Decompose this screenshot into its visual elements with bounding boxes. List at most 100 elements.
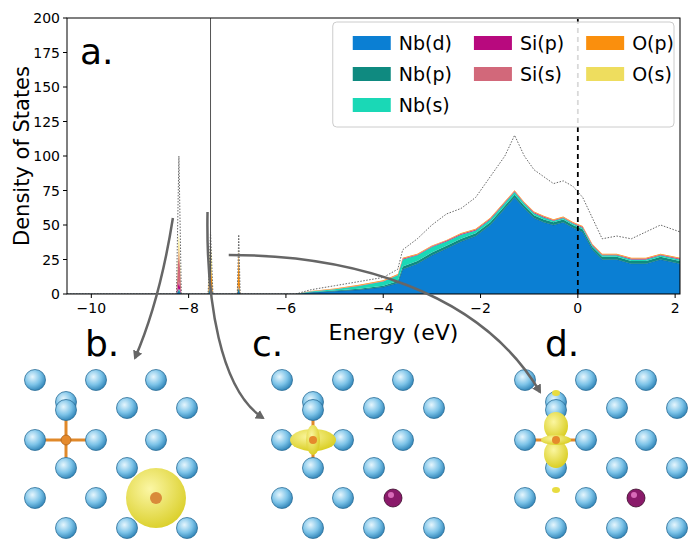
nb-atom bbox=[56, 518, 77, 539]
area-series bbox=[67, 190, 680, 294]
nb-atom bbox=[272, 488, 293, 509]
y-tick bbox=[63, 225, 67, 226]
nb-atom bbox=[667, 398, 688, 419]
nb-atom bbox=[146, 370, 167, 391]
nb-atom bbox=[303, 400, 324, 421]
nb-atom bbox=[364, 518, 385, 539]
legend-frame bbox=[333, 22, 674, 127]
nb-atom bbox=[393, 430, 414, 451]
x-tick-label: −10 bbox=[77, 300, 107, 316]
x-tick-label: 2 bbox=[671, 300, 680, 316]
nb-atom bbox=[303, 518, 324, 539]
orbital bbox=[552, 487, 560, 493]
o-atom bbox=[150, 492, 162, 504]
x-tick-label: −4 bbox=[373, 300, 394, 316]
legend: Nb(d)Nb(p)Nb(s)Si(p)Si(s)O(p)O(s) bbox=[333, 22, 674, 127]
x-tick bbox=[577, 294, 578, 298]
arrow bbox=[229, 255, 540, 392]
nb-atom bbox=[515, 488, 536, 509]
x-tick-label: −2 bbox=[470, 300, 491, 316]
total-dos-line bbox=[67, 135, 680, 294]
y-tick-label: 75 bbox=[42, 183, 60, 199]
nb-atom bbox=[177, 518, 198, 539]
orbital bbox=[541, 435, 571, 445]
y-tick-label: 175 bbox=[33, 45, 60, 61]
y-tick bbox=[63, 156, 67, 157]
y-tick bbox=[63, 259, 67, 260]
structure-panel: b. bbox=[25, 323, 198, 539]
y-tick-label: 150 bbox=[33, 79, 60, 95]
x-tick-label: 0 bbox=[573, 300, 582, 316]
area-series bbox=[67, 191, 680, 294]
arrow bbox=[135, 218, 173, 358]
y-tick-label: 50 bbox=[42, 217, 60, 233]
y-tick bbox=[63, 87, 67, 88]
nb-atom bbox=[576, 430, 597, 451]
figure: −10−8−6−4−2020255075100125150175200Energ… bbox=[0, 0, 693, 540]
nb-atom bbox=[117, 458, 138, 479]
nb-atom bbox=[607, 398, 628, 419]
legend-label: O(s) bbox=[632, 63, 672, 85]
nb-atom bbox=[333, 370, 354, 391]
x-tick-label: −6 bbox=[276, 300, 297, 316]
y-tick bbox=[63, 294, 67, 295]
panel-label: b. bbox=[85, 323, 119, 364]
legend-label: O(p) bbox=[632, 32, 674, 54]
y-tick bbox=[63, 18, 67, 19]
nb-atom bbox=[25, 430, 46, 451]
si-highlight bbox=[388, 492, 394, 498]
nb-atom bbox=[424, 458, 445, 479]
nb-atom bbox=[86, 488, 107, 509]
nb-atom bbox=[56, 400, 77, 421]
nb-atom bbox=[177, 398, 198, 419]
nb-atom bbox=[272, 430, 293, 451]
nb-atom bbox=[607, 458, 628, 479]
nb-atom bbox=[117, 398, 138, 419]
orbital bbox=[306, 425, 320, 455]
o-atom bbox=[552, 436, 560, 444]
structure-panel: c. bbox=[252, 323, 445, 539]
nb-atom bbox=[424, 398, 445, 419]
nb-atom bbox=[25, 370, 46, 391]
nb-atom bbox=[303, 458, 324, 479]
legend-swatch bbox=[353, 98, 391, 112]
nb-atom bbox=[177, 458, 198, 479]
nb-atom bbox=[667, 518, 688, 539]
y-tick bbox=[63, 121, 67, 122]
legend-label: Nb(d) bbox=[399, 32, 452, 54]
legend-swatch bbox=[474, 67, 512, 81]
nb-atom bbox=[364, 458, 385, 479]
legend-swatch bbox=[353, 36, 391, 50]
y-tick-label: 200 bbox=[33, 10, 60, 26]
nb-atom bbox=[607, 518, 628, 539]
nb-atom bbox=[272, 370, 293, 391]
nb-atom bbox=[25, 488, 46, 509]
legend-swatch bbox=[586, 36, 624, 50]
x-tick bbox=[285, 294, 286, 298]
legend-label: Si(s) bbox=[520, 63, 562, 85]
structure-panel: d. bbox=[515, 323, 688, 539]
panel-label: c. bbox=[252, 323, 283, 364]
x-tick bbox=[383, 294, 384, 298]
legend-label: Si(p) bbox=[520, 32, 564, 54]
y-tick-label: 0 bbox=[51, 286, 60, 302]
area-series bbox=[67, 190, 680, 294]
y-tick bbox=[63, 52, 67, 53]
nb-atom bbox=[117, 518, 138, 539]
si-atom bbox=[384, 489, 402, 507]
y-tick-label: 25 bbox=[42, 252, 60, 268]
nb-atom bbox=[667, 458, 688, 479]
y-tick bbox=[63, 190, 67, 191]
plot-area bbox=[67, 18, 680, 294]
reference-line bbox=[210, 18, 211, 294]
nb-atom bbox=[515, 430, 536, 451]
y-tick-label: 100 bbox=[33, 148, 60, 164]
nb-atom bbox=[393, 370, 414, 391]
nb-atom bbox=[636, 370, 657, 391]
legend-label: Nb(p) bbox=[399, 63, 452, 85]
nb-atom bbox=[576, 488, 597, 509]
nb-atom bbox=[86, 430, 107, 451]
legend-swatch bbox=[586, 67, 624, 81]
y-axis-title: Density of States bbox=[10, 66, 34, 246]
nb-atom bbox=[56, 458, 77, 479]
